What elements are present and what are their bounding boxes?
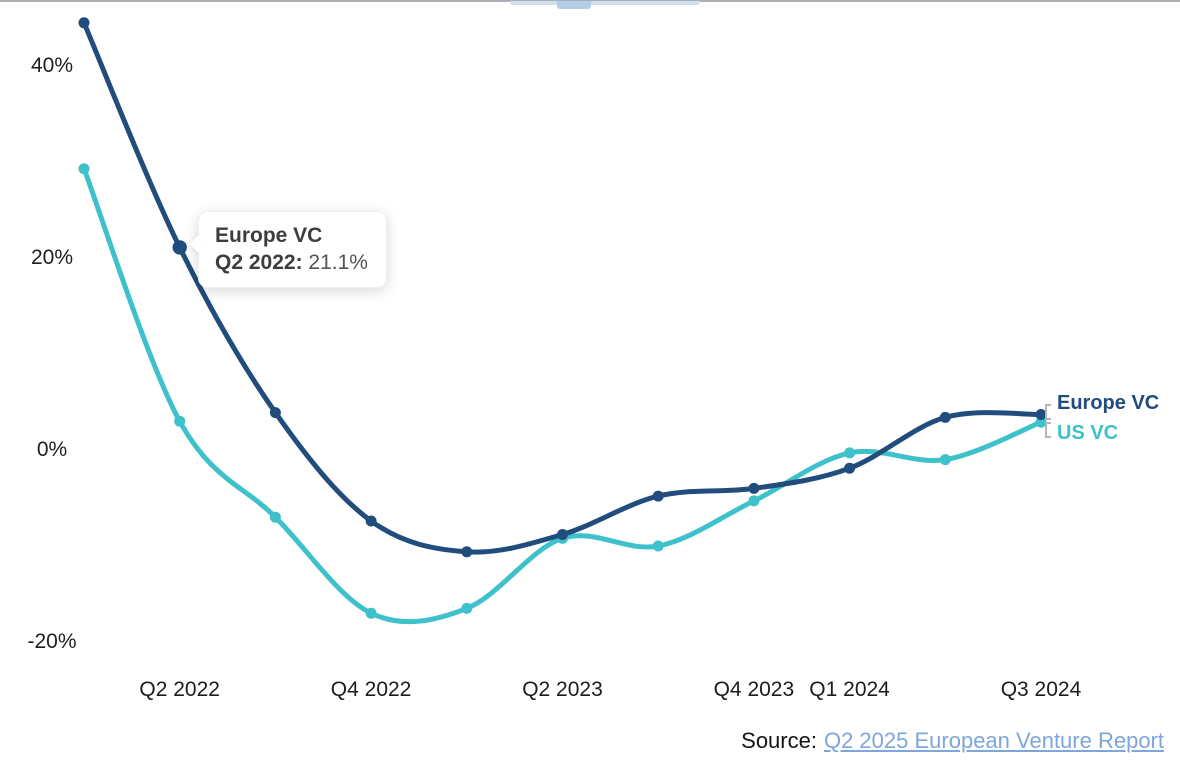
- legend-us-label: US VC: [1057, 422, 1119, 444]
- source-line: Source: Q2 2025 European Venture Report: [741, 727, 1164, 755]
- data-point-us-vc-q3-2024[interactable]: [1035, 416, 1047, 428]
- data-point-us-vc-q1-2024[interactable]: [844, 447, 856, 459]
- legend-europe-label: Europe VC: [1057, 392, 1160, 414]
- data-point-us-vc-q2-2022[interactable]: [174, 415, 186, 427]
- series-line-europe-vc: [81, 20, 1044, 555]
- data-point-europe-vc-q3-2024[interactable]: [1035, 409, 1047, 420]
- data-point-europe-vc-q2-2022[interactable]: [172, 240, 187, 255]
- y-tick-40-: 40%: [30, 54, 74, 77]
- data-point-us-vc-q4-2022[interactable]: [365, 607, 377, 619]
- data-point-europe-vc-q1-2024[interactable]: [844, 462, 856, 474]
- legend-bracket-europe: [1045, 404, 1051, 420]
- top-accent-bar: [510, 1, 700, 5]
- source-prefix: Source:: [741, 728, 817, 753]
- data-point-europe-vc-q1-2023[interactable]: [461, 546, 473, 558]
- y-tick-20-: 20%: [30, 246, 74, 269]
- data-point-europe-vc-q4-2023[interactable]: [748, 482, 760, 494]
- data-point-europe-vc-q2-2024[interactable]: [939, 411, 951, 423]
- tooltip: Europe VC Q2 2022: 21.1%: [189, 211, 387, 288]
- y-tick--20-: -20%: [27, 630, 77, 653]
- tooltip-arrow: [189, 234, 200, 254]
- data-point-us-vc-q1-2023[interactable]: [461, 602, 473, 614]
- data-point-europe-vc-q3-2022[interactable]: [269, 407, 281, 419]
- data-point-us-vc-q4-2023[interactable]: [748, 495, 760, 507]
- x-tick-q2-2023: Q2 2023: [522, 678, 603, 701]
- data-point-us-vc-q3-2022[interactable]: [269, 511, 281, 523]
- x-tick-q1-2024: Q1 2024: [809, 678, 890, 701]
- data-point-us-vc-q2-2024[interactable]: [939, 454, 951, 466]
- data-point-europe-vc-q4-2022[interactable]: [365, 515, 377, 527]
- data-point-europe-vc-q1-2022[interactable]: [78, 17, 90, 29]
- tooltip-row: Q2 2022: 21.1%: [215, 249, 368, 276]
- x-tick-q4-2023: Q4 2023: [713, 678, 795, 701]
- data-point-europe-vc-q3-2023[interactable]: [652, 490, 664, 502]
- source-report-link[interactable]: Q2 2025 European Venture Report: [823, 728, 1164, 753]
- data-point-us-vc-q3-2023[interactable]: [652, 540, 664, 552]
- series-line-us-vc: [81, 166, 1044, 625]
- y-tick-0-: 0%: [36, 438, 68, 461]
- x-tick-q2-2022: Q2 2022: [139, 678, 220, 701]
- tooltip-series-name: Europe VC: [215, 224, 323, 247]
- data-point-europe-vc-q2-2023[interactable]: [557, 529, 568, 540]
- legend-bracket-us: [1045, 422, 1051, 438]
- tooltip-value: 21.1%: [308, 251, 368, 274]
- tooltip-point-label: Q2 2022:: [215, 251, 303, 274]
- x-tick-q3-2024: Q3 2024: [1000, 678, 1082, 701]
- data-point-us-vc-q1-2022[interactable]: [78, 163, 90, 175]
- x-tick-q4-2022: Q4 2022: [330, 678, 412, 701]
- top-accent-highlight: [557, 1, 591, 9]
